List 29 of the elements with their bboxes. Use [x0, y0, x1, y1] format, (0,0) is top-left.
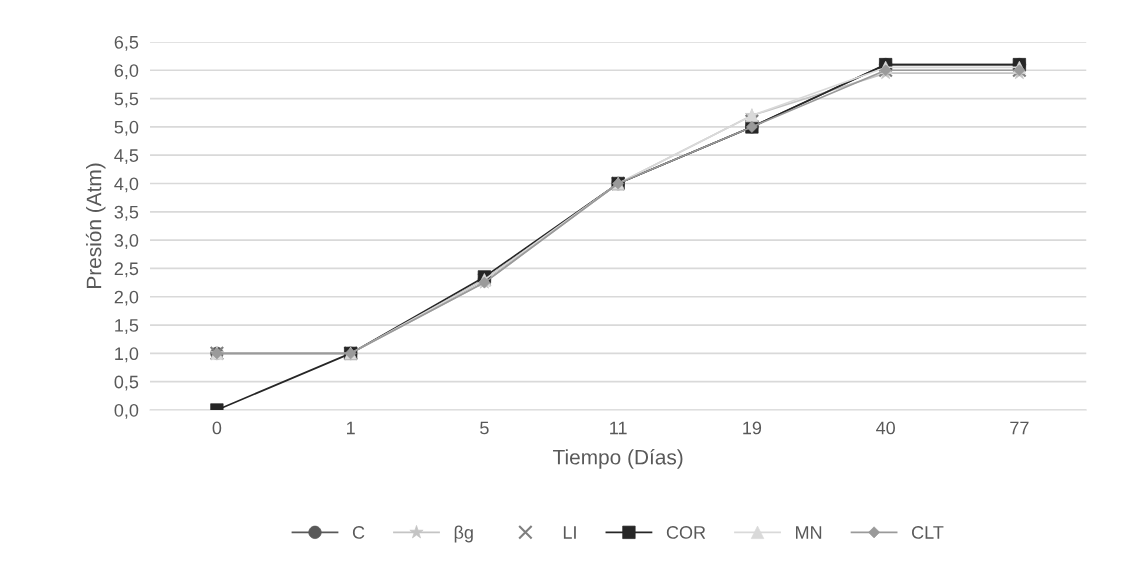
x-tick-label: 5: [480, 421, 489, 435]
y-tick-label: 3,5: [114, 205, 139, 221]
y-tick-label: 4,0: [114, 177, 139, 193]
x-tick-label: 77: [1010, 421, 1029, 435]
y-tick-label: 2,5: [114, 262, 139, 278]
x-tick-label: 19: [743, 421, 762, 435]
x-axis-title: Tiempo (Días): [553, 449, 683, 469]
y-tick-label: 1,5: [115, 319, 139, 334]
y-tick-label: 4,5: [114, 149, 139, 165]
legend-label: βg: [454, 525, 473, 543]
y-tick-label: 6,5: [114, 35, 139, 51]
y-tick-label: 0,0: [114, 403, 139, 419]
x-tick-label: 11: [610, 421, 627, 435]
y-axis-title: Presión (Atm): [85, 163, 106, 288]
y-tick-label: 0,5: [114, 375, 139, 391]
y-tick-label: 3,0: [114, 234, 139, 249]
legend-label: CLT: [912, 526, 944, 539]
x-tick-label: 40: [876, 421, 895, 435]
legend-label: C: [352, 526, 365, 539]
y-tick-label: 5,0: [114, 120, 139, 136]
y-tick-label: 6,0: [114, 64, 139, 80]
x-tick-label: 1: [347, 421, 355, 435]
y-tick-label: 5,5: [114, 92, 139, 108]
legend-label: COR: [666, 526, 706, 539]
y-tick-label: 1,0: [115, 347, 139, 363]
y-tick-label: 2,0: [114, 290, 139, 306]
legend-label: LI: [563, 526, 576, 539]
x-tick-label: 0: [212, 421, 222, 435]
legend-label: MN: [796, 526, 822, 539]
